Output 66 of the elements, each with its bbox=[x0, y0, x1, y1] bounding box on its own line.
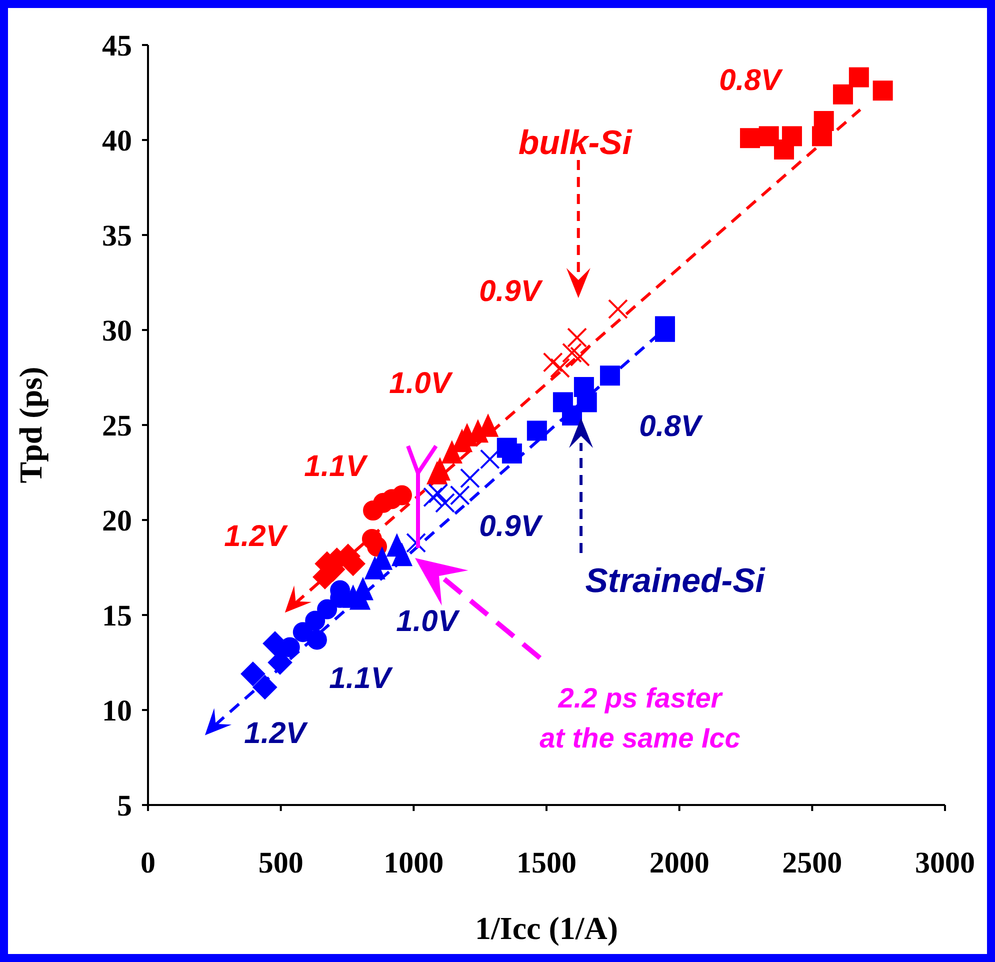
x-tick-label: 2500 bbox=[782, 846, 842, 880]
x-tick-label: 500 bbox=[258, 846, 304, 880]
point bbox=[562, 406, 582, 426]
y-tick-label: 10 bbox=[102, 694, 132, 728]
point bbox=[423, 487, 444, 508]
point bbox=[392, 485, 412, 506]
point bbox=[480, 449, 500, 470]
point bbox=[428, 483, 448, 504]
annotation: bulk-Si bbox=[518, 124, 634, 162]
point bbox=[367, 536, 388, 557]
y-tick-label: 5 bbox=[117, 790, 132, 823]
point bbox=[576, 392, 597, 412]
y-tick-label: 30 bbox=[102, 314, 132, 348]
x-axis-title: 1/Icc (1/A) bbox=[474, 910, 618, 946]
y-tick-label: 15 bbox=[102, 600, 132, 633]
annotation: Strained-Si bbox=[585, 562, 766, 600]
point bbox=[542, 352, 563, 372]
point bbox=[872, 80, 893, 101]
point bbox=[848, 67, 869, 88]
x-tick-label: 3000 bbox=[915, 846, 975, 880]
point bbox=[306, 630, 327, 650]
point bbox=[600, 366, 620, 386]
annotation: 0.9V bbox=[479, 274, 544, 308]
y-axis-title: Tpd (ps) bbox=[12, 366, 48, 484]
point bbox=[305, 610, 326, 631]
point bbox=[758, 126, 779, 146]
annotation: 1.1V bbox=[304, 450, 369, 483]
point bbox=[562, 342, 582, 363]
annotation: 1.2V bbox=[224, 520, 289, 553]
point bbox=[526, 420, 547, 441]
point bbox=[240, 662, 265, 686]
annotation: 0.9V bbox=[479, 510, 544, 543]
y-tick-label: 20 bbox=[102, 504, 132, 538]
x-tick-label: 1500 bbox=[516, 846, 576, 880]
point bbox=[550, 358, 570, 378]
point bbox=[292, 622, 313, 642]
x-tick-label: 2000 bbox=[649, 846, 710, 880]
point bbox=[392, 544, 412, 566]
y-tick-label: 40 bbox=[102, 124, 132, 158]
point bbox=[812, 126, 832, 146]
point bbox=[364, 557, 385, 580]
point bbox=[608, 299, 628, 320]
y-tick-label: 25 bbox=[102, 410, 132, 443]
annotation: 1.1V bbox=[329, 662, 394, 695]
x-tick-label: 0 bbox=[140, 846, 156, 880]
point bbox=[252, 675, 277, 700]
point bbox=[460, 468, 480, 488]
point bbox=[654, 322, 675, 342]
point bbox=[450, 485, 470, 506]
y-tick-label: 35 bbox=[102, 220, 132, 253]
annotation: 1.2V bbox=[244, 716, 309, 750]
x-tick-label: 1000 bbox=[384, 846, 444, 880]
annotation: 2.2 ps faster bbox=[557, 682, 724, 714]
point bbox=[268, 650, 292, 674]
point bbox=[406, 532, 426, 553]
annotation: 0.8V bbox=[719, 64, 784, 97]
annotation: 1.0V bbox=[396, 604, 461, 638]
point bbox=[442, 442, 462, 464]
point bbox=[740, 128, 760, 148]
y-tick-label: 45 bbox=[102, 30, 132, 63]
point bbox=[774, 140, 794, 160]
annotation: 0.8V bbox=[639, 410, 704, 443]
annotation: at the same Icc bbox=[540, 722, 741, 754]
annotation: 1.0V bbox=[389, 366, 454, 400]
point bbox=[435, 492, 456, 513]
point bbox=[832, 84, 853, 104]
